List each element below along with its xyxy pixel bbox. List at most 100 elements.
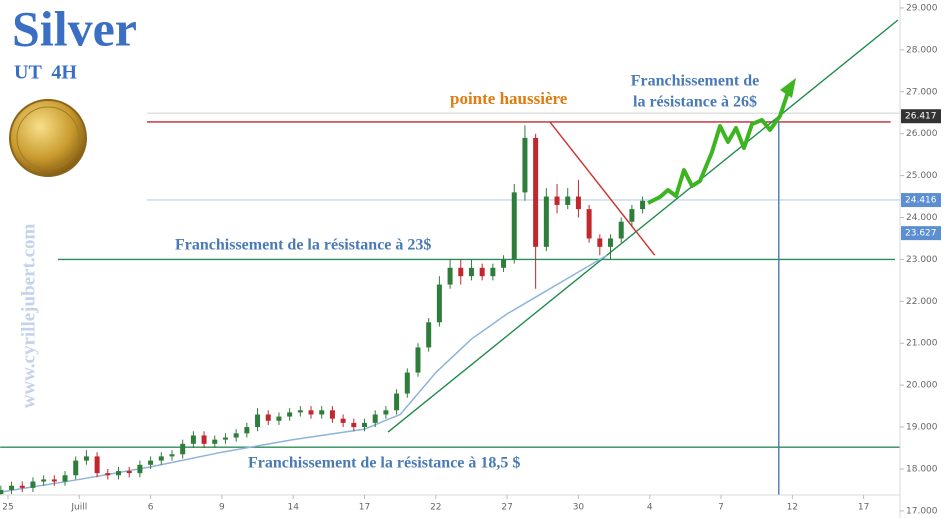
candle-body [436,284,442,323]
candle-body [73,460,79,476]
title: Silver [12,0,137,56]
candle-body [447,267,453,285]
price-tag-label: 26.417 [905,112,937,122]
candle-body [116,471,122,476]
y-tick-label: 28.000 [906,45,938,55]
candle-body [586,209,592,239]
candle-body [468,267,474,277]
candle-body [41,479,47,482]
subtitle: UT 4H [14,62,77,84]
candle-body [94,456,100,474]
x-tick-label: 7 [718,503,724,513]
candle-body [511,192,517,260]
candle-body [458,267,464,277]
annotation-line [387,19,899,433]
candle-body [479,267,485,277]
arrow-head [780,78,796,98]
annotation: Franchissement de la résistance à 18,5 $ [248,455,520,472]
candle-body [618,221,624,239]
candle-body [126,471,132,474]
candle-body [319,410,325,415]
axes: 17.000 18.000 19.000 20.000 21.000 22.000 23.0… [2,3,941,516]
candle-body [597,238,603,247]
candle-body [426,322,432,348]
y-tick-label: 27.000 [906,87,938,97]
candle-body [640,200,646,210]
candle-body [522,137,528,193]
price-tag-label: 23.627 [905,229,937,239]
candle-body [212,439,218,444]
coin [9,99,87,177]
candle-body [62,475,68,482]
candle-body [233,433,239,438]
x-tick-label: 9 [219,503,225,513]
annotation: pointe haussière [450,89,568,108]
candle-body [201,435,207,444]
x-tick-label: 17 [858,503,869,513]
price-tag [901,109,941,124]
annotation-line [549,121,656,256]
candle-body [9,485,15,490]
annotation: Franchissement de la résistance à 23$ [175,237,431,254]
x-tick-label: 6 [148,503,154,513]
candle-body [265,414,271,421]
candle-body [287,412,293,417]
plot-area [0,19,900,499]
candle-body [222,437,228,440]
x-tick-label: 22 [430,503,441,513]
x-tick-label: 30 [573,503,585,513]
candle-body [0,489,4,495]
price-tag [901,193,941,208]
candle-body [351,422,357,428]
candle-body [297,410,303,413]
y-tick-label: 19.000 [906,423,938,433]
candle-body [394,393,400,411]
candle-body [383,410,389,415]
candle-body [137,464,143,474]
x-tick-label: 14 [287,503,299,513]
price-tag-label: 24.416 [905,196,937,206]
annotation: Franchissement de [631,73,759,90]
x-tick-label: 17 [359,503,370,513]
candle-body [255,414,261,428]
x-tick-label: 27 [501,503,512,513]
projection-arrow [647,91,790,205]
candle-body [148,460,154,465]
candle-body [533,137,539,247]
candle-body [554,196,560,205]
coin-rim [16,106,80,170]
candle-body [329,410,335,419]
candle-body [501,259,507,268]
candle-body [51,479,57,482]
y-tick-label: 20.000 [906,381,938,391]
candle-body [308,410,314,415]
x-tick-label: 12 [787,503,798,513]
candle-body [543,196,549,247]
candle-body [565,196,571,205]
x-tick-label: Juill [70,503,87,513]
candle-body [362,422,368,428]
candle-body [190,435,196,444]
candle-body [169,454,175,457]
y-tick-label: 17.000 [906,506,938,516]
candle-body [180,443,186,455]
candle-body [105,473,111,476]
candle-body [404,372,410,394]
candle-body [415,347,421,373]
candle-body [490,267,496,277]
y-tick-label: 26.000 [906,129,938,139]
candle-body [629,209,635,222]
candle-body [372,414,378,423]
candle-body [608,238,614,247]
y-tick-label: 18.000 [906,464,938,474]
y-tick-label: 23.000 [906,255,938,265]
y-tick-label: 25.000 [906,171,938,181]
y-tick-label: 21.000 [906,339,938,349]
candle-body [575,196,581,210]
watermark: www.cyrillejubert.com [18,223,39,408]
candle-body [30,481,36,488]
y-tick-label: 24.000 [906,213,938,223]
candle-body [340,418,346,423]
annotation: la résistance à 26$ [633,94,757,111]
candle-body [276,416,282,421]
